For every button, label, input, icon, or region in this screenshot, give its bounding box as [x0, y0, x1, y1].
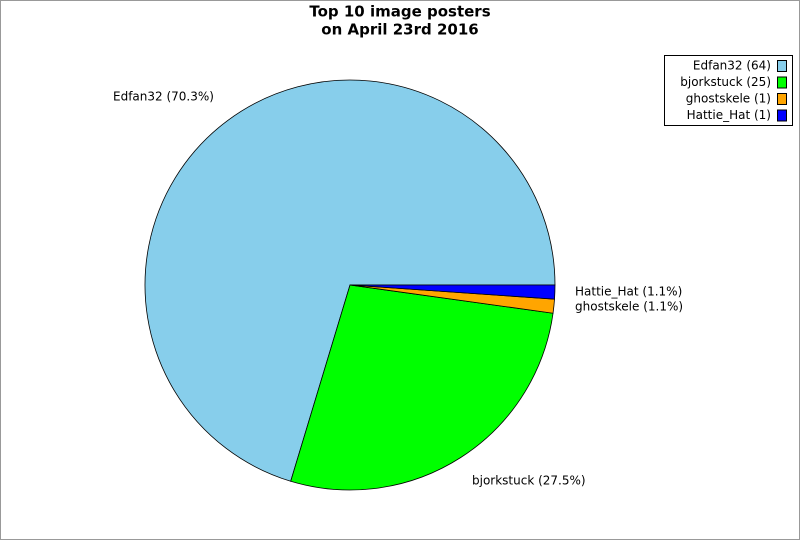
legend-swatch — [777, 109, 787, 122]
chart-title: Top 10 image posters — [309, 3, 490, 21]
pie-slice — [349, 284, 556, 300]
pie-slice — [144, 79, 556, 482]
chart-title: on April 23rd 2016 — [321, 21, 478, 39]
legend-swatch — [777, 93, 787, 105]
legend-box — [664, 55, 793, 126]
legend-label: bjorkstuck (25) — [680, 75, 771, 89]
slice-label: ghostskele (1.1%) — [575, 300, 683, 314]
slice-label: Edfan32 (70.3%) — [113, 90, 214, 104]
pie-slice — [290, 284, 554, 491]
legend-label: Edfan32 (64) — [693, 59, 771, 73]
slice-label: Hattie_Hat (1.1%) — [575, 285, 682, 299]
legend-label: Hattie_Hat (1) — [687, 108, 771, 122]
legend-swatch — [777, 60, 787, 72]
legend-label: ghostskele (1) — [686, 92, 771, 106]
slice-label: bjorkstuck (27.5%) — [472, 474, 586, 488]
legend-swatch — [777, 76, 787, 89]
